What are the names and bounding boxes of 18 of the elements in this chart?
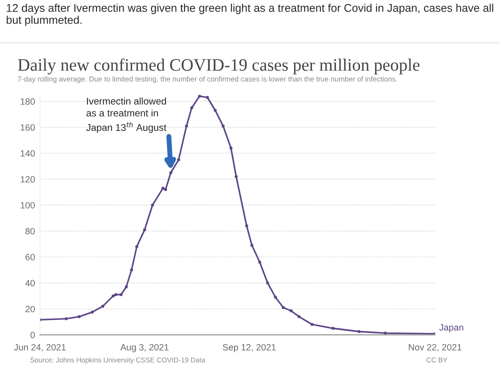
y-tick-label: 120: [20, 176, 35, 183]
y-tick-label: 20: [26, 306, 35, 312]
y-tick-label: 40: [25, 280, 35, 286]
x-tick-label: Jun 24, 2021: [14, 344, 66, 352]
text: 12 days after Ivermectin was given the green light as a treatment for Covid in Japan, cases have all but plummeted.: [6, 4, 494, 26]
chart-title: Daily new confirmed COVID-19 cases per million people: [18, 58, 420, 74]
series-label: Japan: [439, 324, 464, 332]
y-tick-label: 80: [25, 228, 35, 234]
x-tick-label: Sep 12, 2021: [222, 344, 276, 352]
y-tick-label: 100: [20, 202, 35, 208]
x-tick-label: Nov 22, 2021: [408, 344, 462, 352]
y-tick-label: 60: [26, 254, 35, 260]
x-tick-label: Aug 3, 2021: [120, 344, 169, 352]
y-tick-label: 180: [20, 98, 35, 105]
y-tick-label: 0: [30, 332, 35, 338]
y-tick-label: 160: [20, 124, 35, 131]
annotation: Ivermectin allowed as a treatment in Japan 13$^{th}$ August: [86, 97, 166, 133]
y-tick-label: 140: [20, 150, 35, 157]
